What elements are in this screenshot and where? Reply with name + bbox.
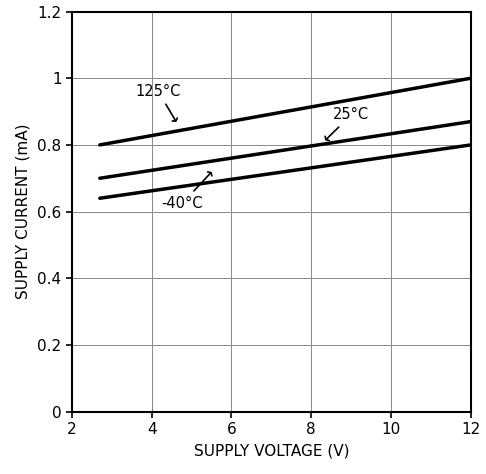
- Text: 125°C: 125°C: [136, 84, 181, 121]
- Text: -40°C: -40°C: [162, 172, 212, 211]
- Text: 25°C: 25°C: [325, 108, 369, 140]
- X-axis label: SUPPLY VOLTAGE (V): SUPPLY VOLTAGE (V): [193, 444, 349, 459]
- Y-axis label: SUPPLY CURRENT (mA): SUPPLY CURRENT (mA): [15, 124, 30, 299]
